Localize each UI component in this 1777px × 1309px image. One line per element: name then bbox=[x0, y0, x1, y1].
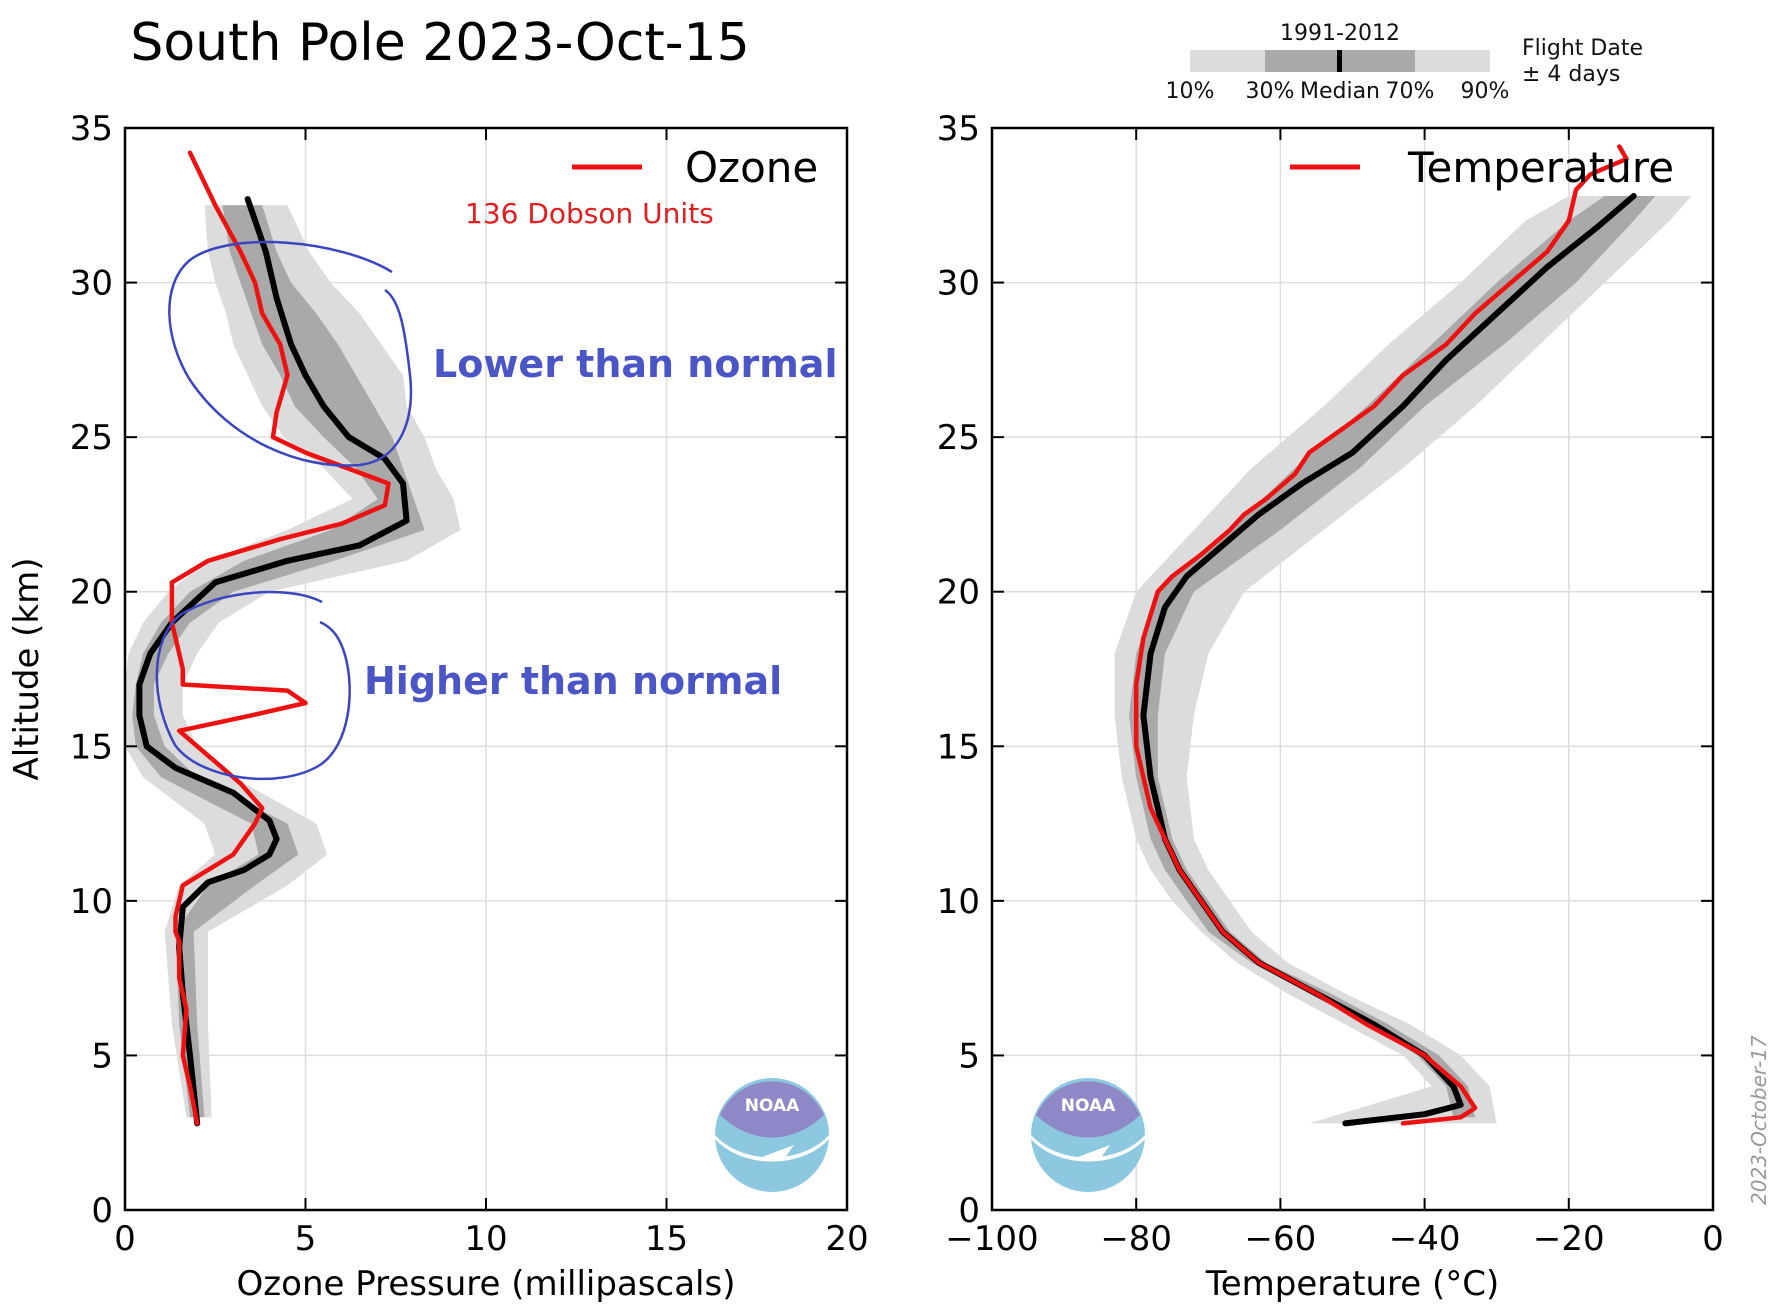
temperature-percentile-bands bbox=[1114, 196, 1692, 1124]
temperature-ytick-label: 10 bbox=[937, 882, 980, 922]
flight-date-note-line1: Flight Date bbox=[1522, 36, 1643, 61]
temperature-xtick-label: −80 bbox=[1100, 1219, 1172, 1259]
ozone-xtick-label: 20 bbox=[825, 1219, 868, 1259]
temperature-ytick-label: 20 bbox=[937, 573, 980, 613]
ozone-ytick-label: 20 bbox=[70, 573, 113, 613]
ozone-gridlines bbox=[125, 128, 847, 1210]
noaa-logo-2: NOAA bbox=[1031, 1078, 1145, 1192]
ozone-band-30-70 bbox=[132, 205, 425, 1118]
temperature-ticks: −100 −80 −60 −40 −20 0 0 5 10 15 20 25 30 35 bbox=[937, 109, 1724, 1259]
temperature-xtick-label: −20 bbox=[1533, 1219, 1605, 1259]
percentile-median-mark bbox=[1337, 50, 1342, 72]
temperature-xtick-label: −60 bbox=[1245, 1219, 1317, 1259]
temperature-ytick-label: 15 bbox=[937, 727, 980, 767]
temperature-panel: −100 −80 −60 −40 −20 0 0 5 10 15 20 25 30 35 Temperat… bbox=[937, 109, 1724, 1304]
ozone-x-axis-label: Ozone Pressure (millipascals) bbox=[237, 1264, 736, 1304]
temperature-lines bbox=[1133, 144, 1637, 1127]
ozone-xtick-label: 5 bbox=[295, 1219, 317, 1259]
percentile-label-median: Median bbox=[1300, 79, 1380, 104]
temperature-ytick-label: 25 bbox=[937, 418, 980, 458]
ozone-observed-line bbox=[169, 150, 391, 1126]
lower-than-normal-annotation: Lower than normal bbox=[433, 342, 837, 386]
ozone-ytick-label: 15 bbox=[70, 727, 113, 767]
higher-than-normal-annotation: Higher than normal bbox=[364, 659, 782, 703]
ozone-ytick-label: 25 bbox=[70, 418, 113, 458]
higher-than-normal-circle bbox=[155, 590, 351, 781]
flight-date-note-line2: ± 4 days bbox=[1522, 62, 1620, 87]
percentile-label-30: 30% bbox=[1246, 79, 1295, 104]
temperature-ytick-label: 5 bbox=[958, 1036, 980, 1076]
temperature-band-30-70 bbox=[1129, 196, 1656, 1118]
percentile-label-70: 70% bbox=[1386, 79, 1435, 104]
ozone-percentile-bands bbox=[125, 205, 461, 1118]
percentile-label-10: 10% bbox=[1166, 79, 1215, 104]
temperature-plot-frame bbox=[990, 126, 1715, 1212]
noaa-logo: NOAA bbox=[715, 1078, 829, 1192]
noaa-logo-text: NOAA bbox=[745, 1096, 800, 1116]
noaa-logo-text-2: NOAA bbox=[1061, 1096, 1116, 1116]
ozone-ytick-label: 10 bbox=[70, 882, 113, 922]
ozone-y-axis-label: Altitude (km) bbox=[7, 557, 47, 780]
ozone-lines bbox=[136, 150, 410, 1127]
temperature-xtick-label: −40 bbox=[1389, 1219, 1461, 1259]
ozone-xtick-label: 0 bbox=[114, 1219, 136, 1259]
ozone-legend-label: Ozone bbox=[685, 143, 818, 192]
climatology-period: 1991-2012 bbox=[1280, 21, 1400, 46]
temperature-xtick-label: 0 bbox=[1702, 1219, 1724, 1259]
ozone-ytick-label: 35 bbox=[70, 109, 113, 149]
temperature-ytick-label: 35 bbox=[937, 109, 980, 149]
temperature-ytick-label: 0 bbox=[958, 1191, 980, 1231]
percentile-label-90: 90% bbox=[1461, 79, 1510, 104]
ozone-median-line bbox=[136, 196, 410, 1127]
chart-title: South Pole 2023-Oct-15 bbox=[130, 13, 749, 73]
ozone-panel: 0 5 10 15 20 0 5 10 15 20 25 30 35 Ozone Pressure (m… bbox=[7, 109, 869, 1304]
ozone-ytick-label: 5 bbox=[91, 1036, 113, 1076]
ozone-xtick-label: 15 bbox=[645, 1219, 688, 1259]
temperature-band-10-90 bbox=[1114, 196, 1692, 1124]
ozone-ytick-label: 30 bbox=[70, 264, 113, 304]
temperature-median-line bbox=[1140, 193, 1637, 1127]
temperature-observed-line bbox=[1133, 144, 1629, 1126]
temperature-ytick-label: 30 bbox=[937, 264, 980, 304]
percentile-legend: 1991-2012 10% 30% Median 70% 90% Flight … bbox=[1166, 21, 1643, 104]
temperature-gridlines bbox=[992, 128, 1713, 1210]
ozone-ticks: 0 5 10 15 20 0 5 10 15 20 25 30 35 bbox=[70, 109, 869, 1259]
lower-than-normal-circle bbox=[168, 240, 413, 467]
dobson-units-label: 136 Dobson Units bbox=[465, 197, 714, 230]
ozone-ytick-label: 0 bbox=[91, 1191, 113, 1231]
date-stamp: 2023-October-17 bbox=[1747, 1035, 1771, 1205]
temperature-x-axis-label: Temperature (°C) bbox=[1205, 1264, 1499, 1304]
temperature-xtick-label: −100 bbox=[945, 1219, 1038, 1259]
ozone-xtick-label: 10 bbox=[464, 1219, 507, 1259]
temperature-legend-label: Temperature bbox=[1407, 143, 1674, 192]
